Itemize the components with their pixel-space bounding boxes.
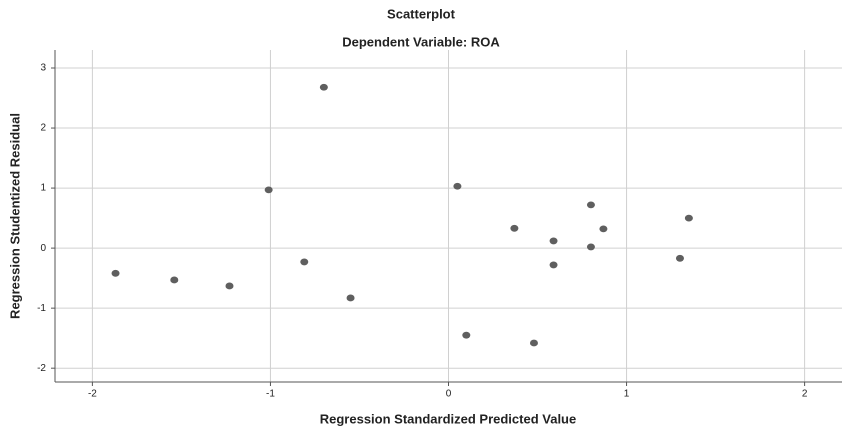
y-tick-label: 0 xyxy=(40,243,46,254)
point xyxy=(684,214,693,222)
point xyxy=(319,83,328,91)
x-axis-label: Regression Standardized Predicted Value xyxy=(320,411,576,426)
y-tick-label: -1 xyxy=(37,303,46,314)
point xyxy=(586,201,595,209)
point xyxy=(675,254,684,262)
y-tick-label: -2 xyxy=(37,363,46,374)
point xyxy=(300,258,309,266)
x-tick-label: -1 xyxy=(266,389,275,400)
chart-title: Scatterplot xyxy=(387,6,456,21)
point xyxy=(510,224,519,232)
point xyxy=(549,261,558,269)
x-tick-label: 0 xyxy=(446,389,452,400)
x-tick-label: -2 xyxy=(88,389,97,400)
point xyxy=(346,294,355,302)
point xyxy=(453,182,462,190)
y-tick-label: 2 xyxy=(40,123,46,134)
point xyxy=(225,282,234,290)
y-tick-label: 1 xyxy=(40,183,46,194)
point xyxy=(599,225,608,233)
point xyxy=(170,276,179,284)
point xyxy=(549,237,558,245)
point xyxy=(529,339,538,347)
point xyxy=(462,331,471,339)
point xyxy=(264,186,273,194)
point xyxy=(586,243,595,251)
x-tick-label: 1 xyxy=(624,389,630,400)
y-axis-label: Regression Studentized Residual xyxy=(7,113,22,319)
x-tick-label: 2 xyxy=(802,389,808,400)
point xyxy=(111,269,120,277)
chart-subtitle: Dependent Variable: ROA xyxy=(342,34,500,49)
y-tick-label: 3 xyxy=(40,63,46,74)
